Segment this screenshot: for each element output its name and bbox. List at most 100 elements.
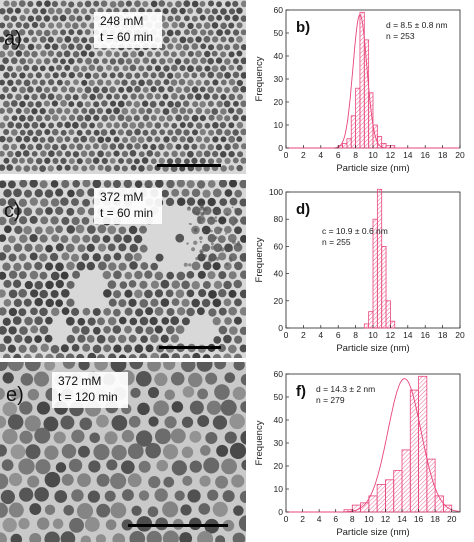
x-tick-label: 6 — [336, 150, 341, 160]
x-tick-label: 0 — [284, 330, 289, 340]
y-tick-label: 60 — [274, 369, 284, 379]
histogram-bar — [401, 449, 411, 513]
histogram-bar — [368, 92, 374, 149]
y-tick-label: 60 — [274, 241, 284, 251]
panel-letter-e: e) — [6, 384, 24, 406]
y-tick-label: 40 — [274, 269, 284, 279]
x-tick-label: 2 — [301, 150, 306, 160]
histogram-bar — [443, 504, 453, 513]
histogram-bar — [418, 375, 428, 513]
condition-box-a — [94, 12, 162, 48]
scale-bar-a — [157, 164, 221, 167]
x-tick-label: 16 — [420, 150, 430, 160]
condition-line2-e: t = 120 min — [58, 390, 118, 404]
condition-line1-a: 248 mM — [100, 14, 144, 28]
annotation-mean: d = 8.5 ± 0.8 nm — [386, 20, 448, 30]
x-axis-label: Particle size (nm) — [336, 163, 409, 174]
x-tick-label: 6 — [336, 330, 341, 340]
y-tick-label: 0 — [278, 507, 283, 517]
y-tick-label: 40 — [274, 51, 284, 61]
x-tick-label: 12 — [386, 330, 396, 340]
x-tick-label: 16 — [414, 514, 424, 524]
histogram-bar — [385, 300, 391, 329]
x-tick-label: 0 — [284, 514, 289, 524]
x-tick-label: 6 — [333, 514, 338, 524]
x-tick-label: 16 — [420, 330, 430, 340]
x-tick-label: 4 — [318, 330, 323, 340]
x-tick-label: 2 — [300, 514, 305, 524]
x-tick-label: 18 — [438, 150, 448, 160]
histogram-bar — [346, 138, 352, 149]
histogram-bar — [426, 458, 436, 513]
condition-line2-a: t = 60 min — [100, 30, 154, 44]
x-tick-label: 8 — [350, 514, 355, 524]
tem-image-e: e) 372 mM t = 120 min — [0, 362, 246, 542]
y-axis-label: Frequency — [254, 420, 265, 465]
y-tick-label: 0 — [278, 143, 283, 153]
y-tick-label: 40 — [274, 415, 284, 425]
gaussian-fit-line — [286, 13, 460, 149]
condition-line2-c: t = 60 min — [100, 206, 154, 220]
condition-line1-e: 372 mM — [58, 374, 102, 388]
scale-bar-c — [159, 346, 221, 349]
histogram-bar — [363, 39, 370, 149]
x-tick-label: 0 — [284, 150, 289, 160]
x-tick-label: 14 — [397, 514, 407, 524]
x-tick-label: 12 — [381, 514, 391, 524]
y-tick-label: 50 — [274, 28, 284, 38]
x-tick-label: 18 — [438, 330, 448, 340]
x-tick-label: 20 — [455, 330, 465, 340]
x-tick-label: 8 — [353, 330, 358, 340]
x-axis-label: Particle size (nm) — [336, 343, 409, 354]
panel-letter: b) — [296, 19, 310, 36]
histogram-bar — [381, 246, 387, 329]
histogram-bar — [355, 87, 361, 149]
panel-letter-c: c) — [4, 200, 21, 222]
histogram-bar — [363, 323, 370, 329]
condition-box-c — [94, 188, 162, 224]
annotation-count: n = 253 — [386, 31, 415, 41]
scale-bar-e — [128, 524, 228, 527]
x-tick-label: 20 — [455, 150, 465, 160]
y-tick-label: 20 — [274, 97, 284, 107]
histogram-bar — [434, 495, 444, 513]
histogram-bar — [389, 320, 396, 329]
gaussian-fit-line — [286, 378, 460, 513]
y-tick-label: 20 — [274, 296, 284, 306]
x-tick-label: 18 — [430, 514, 440, 524]
condition-box-e — [52, 372, 128, 408]
histogram-f: 0 2 4 6 8 10 12 14 16 18 20 0 10 20 30 40 50 60 Particle s… — [248, 364, 474, 542]
panel-letter: f) — [296, 383, 306, 400]
y-tick-label: 10 — [274, 484, 284, 494]
histogram-d: 0 2 4 6 8 10 12 14 16 18 20 0 20 40 60 80 100 Particle si… — [248, 182, 474, 358]
histogram-bar — [342, 142, 348, 149]
y-axis-label: Frequency — [254, 56, 265, 101]
y-tick-label: 30 — [274, 74, 284, 84]
panel-letter-a: a) — [4, 28, 22, 50]
x-tick-label: 8 — [353, 150, 358, 160]
x-tick-label: 10 — [368, 330, 378, 340]
histogram-bar — [368, 495, 378, 513]
annotation-count: n = 279 — [316, 395, 345, 405]
histogram-bar — [385, 479, 395, 513]
annotation-mean: c = 10.9 ± 0.6 nm — [322, 226, 388, 236]
y-tick-label: 60 — [274, 5, 284, 15]
y-axis-label: Frequency — [254, 237, 265, 282]
y-tick-label: 20 — [274, 461, 284, 471]
x-tick-label: 20 — [447, 514, 457, 524]
annotation-mean: d = 14.3 ± 2 nm — [316, 384, 375, 394]
y-tick-label: 80 — [274, 214, 284, 224]
annotation-count: n = 255 — [322, 237, 351, 247]
y-tick-label: 10 — [274, 120, 284, 130]
tem-image-c: c) 372 mM t = 60 min — [0, 180, 246, 358]
histogram-bar — [350, 115, 356, 149]
tem-image-a: a) 248 mM t = 60 min — [0, 0, 246, 174]
histogram-bar — [393, 470, 403, 513]
y-tick-label: 0 — [278, 323, 283, 333]
x-tick-label: 14 — [403, 330, 413, 340]
x-axis-label: Particle size (nm) — [336, 527, 409, 538]
condition-line1-c: 372 mM — [100, 190, 144, 204]
y-tick-label: 30 — [274, 438, 284, 448]
histogram-b: 0 2 4 6 8 10 12 14 16 18 20 0 10 20 30 40 50 60 Particle s… — [248, 0, 474, 178]
x-tick-label: 14 — [403, 150, 413, 160]
